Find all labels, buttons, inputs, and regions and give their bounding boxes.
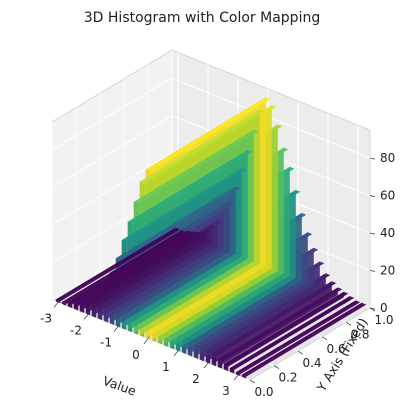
bar <box>79 231 205 313</box>
bar-top-face <box>67 230 193 305</box>
grid-line-z-left <box>51 152 173 226</box>
bar-top-face <box>241 302 367 377</box>
y-tick-label: 0.6 <box>326 342 345 356</box>
y-tick-label: 1.0 <box>374 313 393 327</box>
x-tick-mark <box>83 314 89 320</box>
x-tick-mark <box>143 338 149 345</box>
y-tick-mark <box>297 350 304 355</box>
x-tick-mark <box>53 302 59 308</box>
x-tick-label: 0 <box>132 348 140 362</box>
bar-top-face <box>121 168 247 242</box>
x-tick-label: -2 <box>70 324 82 338</box>
bar <box>229 296 355 374</box>
x-tick-label: 2 <box>192 372 200 386</box>
z-tick-mark <box>369 232 376 235</box>
bar-top-face <box>235 300 361 375</box>
y-tick-label: 0.8 <box>350 327 369 341</box>
y-tick-label: 0.2 <box>278 371 297 385</box>
chart-title: 3D Histogram with Color Mapping <box>84 10 320 26</box>
bar-top-face <box>229 296 355 370</box>
z-tick-mark <box>369 270 376 272</box>
bar-top-face <box>73 231 199 305</box>
grid-line-y-floor <box>51 299 251 381</box>
x-tick-mark <box>233 374 239 381</box>
z-tick-label: 40 <box>380 226 395 240</box>
bar-top-face <box>115 186 241 261</box>
z-tick-mark <box>369 157 376 160</box>
x-tick-label: -3 <box>40 311 52 325</box>
bar <box>223 291 349 372</box>
x-tick-label: 3 <box>222 384 230 398</box>
z-tick-label: 80 <box>380 151 395 165</box>
x-tick-mark <box>113 326 119 332</box>
z-tick-label: 20 <box>380 264 395 278</box>
grid-line-z-left <box>51 77 173 151</box>
bar <box>217 287 343 369</box>
bar-top-face <box>223 291 349 366</box>
bar <box>235 300 361 377</box>
bar <box>241 302 367 379</box>
x-tick-mark <box>173 350 179 357</box>
bar-top-face <box>139 109 265 184</box>
x-axis-label: Value <box>101 373 139 399</box>
bar-top-face <box>133 129 259 204</box>
bar-top-face <box>55 227 181 302</box>
x-tick-mark <box>203 362 209 369</box>
bars-group <box>55 97 367 379</box>
x-tick-label: 1 <box>162 360 170 374</box>
y-tick-label: 0.4 <box>302 356 321 370</box>
x-tick-label: -1 <box>100 336 112 350</box>
y-tick-mark <box>273 365 280 369</box>
z-tick-mark <box>369 195 376 197</box>
bar <box>61 230 187 306</box>
y-tick-mark <box>345 322 352 326</box>
bar-top-face <box>79 231 205 306</box>
bar <box>73 231 199 311</box>
z-tick-mark <box>369 307 376 310</box>
bar-top-face <box>127 149 253 224</box>
y-tick-label: 0.0 <box>254 385 273 399</box>
bar-top-face <box>217 287 343 362</box>
bar-top-face <box>61 230 187 304</box>
bar <box>55 227 181 304</box>
grid-line-z-left <box>51 115 173 189</box>
y-tick-mark <box>249 379 256 384</box>
bar <box>67 230 193 309</box>
z-tick-label: 60 <box>380 189 395 203</box>
z-tick-label: 0 <box>380 301 388 315</box>
bar-top-face <box>145 97 271 172</box>
y-tick-mark <box>321 336 328 341</box>
